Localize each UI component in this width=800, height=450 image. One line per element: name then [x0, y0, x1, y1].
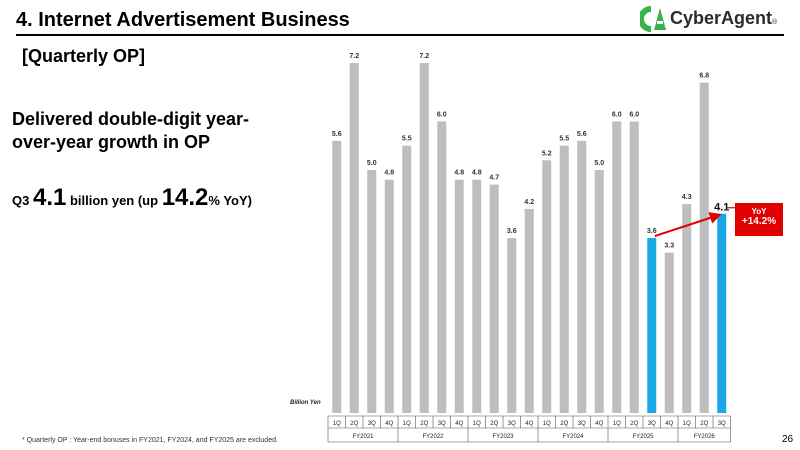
quarter-tick-label: 2Q	[420, 421, 428, 427]
y-axis-unit-label: Billion Yen	[290, 400, 321, 406]
bar-value-label: 6.0	[437, 111, 447, 118]
quarter-tick-label: 1Q	[613, 421, 621, 427]
quarter-tick-label: 3Q	[368, 421, 376, 427]
headline: Delivered double-digit year-over-year gr…	[12, 109, 250, 152]
page-title: 4. Internet Advertisement Business	[16, 9, 350, 31]
quarter-tick-label: 2Q	[490, 421, 498, 427]
fiscal-year-label: FY2024	[562, 434, 584, 440]
quarter-tick-label: 1Q	[403, 421, 411, 427]
bar-value-label: 6.8	[699, 73, 709, 80]
quarter-tick-label: 1Q	[543, 421, 551, 427]
logo-mark-icon	[640, 6, 666, 32]
bar	[454, 179, 464, 413]
q3-growth-pct: 14.2	[161, 184, 209, 211]
quarter-tick-label: 4Q	[665, 421, 673, 427]
bar	[682, 204, 692, 413]
quarter-tick-label: 4Q	[525, 421, 533, 427]
title-divider	[16, 34, 784, 36]
quarter-tick-label: 3Q	[438, 421, 446, 427]
quarter-tick-label: 1Q	[333, 421, 341, 427]
bar	[349, 63, 359, 414]
quarter-tick-label: 3Q	[578, 421, 586, 427]
q3-summary: Q3 4.1 billion yen (up 14.2% YoY)	[12, 184, 252, 212]
q3-mid-text: billion yen (up	[66, 193, 162, 208]
quarter-tick-label: 1Q	[683, 421, 691, 427]
bar-value-label: 5.6	[332, 131, 342, 138]
bar-value-label: 5.6	[577, 131, 587, 138]
bar-value-label: 4.3	[682, 194, 692, 201]
section-label: [Quarterly OP]	[22, 46, 146, 66]
bar-value-label: 7.2	[419, 53, 429, 60]
bar-value-label: 4.8	[384, 170, 394, 177]
fiscal-year-label: FY2021	[352, 434, 374, 440]
bar	[419, 63, 429, 414]
bar	[524, 208, 534, 413]
page-number: 26	[782, 434, 794, 445]
q3-suffix: % YoY)	[208, 193, 252, 208]
bar-value-label: 4.1	[714, 202, 729, 214]
yoy-arrow	[654, 212, 722, 237]
fiscal-year-label: FY2026	[694, 434, 716, 440]
bar	[332, 140, 342, 413]
footnote: * Quarterly OP : Year-end bonuses in FY2…	[22, 437, 278, 444]
q3-value: 4.1	[32, 184, 67, 211]
bar-value-label: 4.8	[472, 170, 482, 177]
fiscal-year-label: FY2022	[422, 434, 444, 440]
bar-value-label: 3.3	[664, 243, 674, 250]
bar	[612, 121, 622, 414]
bar-value-label: 5.0	[594, 160, 604, 167]
company-logo: CyberAgent®	[640, 5, 785, 33]
quarter-tick-label: 3Q	[718, 421, 726, 427]
bar	[717, 213, 727, 413]
bar	[437, 121, 447, 414]
bar	[594, 170, 604, 413]
quarter-tick-label: 4Q	[385, 421, 393, 427]
bar	[542, 160, 552, 413]
quarter-tick-label: 4Q	[455, 421, 463, 427]
yoy-callout-label: YoY	[751, 207, 767, 216]
bar	[629, 121, 639, 414]
bar	[664, 252, 674, 413]
bar	[559, 145, 569, 413]
bar-value-label: 6.0	[629, 111, 639, 118]
bar	[699, 82, 709, 414]
bar-value-label: 6.0	[612, 111, 622, 118]
quarter-tick-label: 2Q	[630, 421, 638, 427]
yoy-callout-value: +14.2%	[741, 216, 777, 227]
bar-value-label: 7.2	[349, 53, 359, 60]
bar-value-label: 3.6	[647, 228, 657, 235]
bar-value-label: 5.0	[367, 160, 377, 167]
quarter-tick-label: 3Q	[648, 421, 656, 427]
quarter-tick-label: 2Q	[560, 421, 568, 427]
bar-value-label: 3.6	[507, 228, 517, 235]
logo-registered-mark: ®	[772, 19, 778, 26]
q3-prefix: Q3	[12, 193, 33, 208]
bar-value-label: 5.2	[542, 150, 552, 157]
bar	[577, 140, 587, 413]
bar	[367, 170, 377, 413]
bar	[507, 238, 517, 413]
bar-value-label: 4.2	[524, 199, 534, 206]
bar	[402, 145, 412, 413]
quarter-tick-label: 3Q	[508, 421, 516, 427]
fiscal-year-label: FY2025	[632, 434, 654, 440]
logo-text: CyberAgent®	[670, 8, 778, 28]
bar	[647, 238, 657, 413]
fiscal-year-label: FY2023	[492, 434, 514, 440]
quarter-tick-label: 2Q	[700, 421, 708, 427]
bar-value-label: 5.5	[402, 136, 412, 143]
bar-value-label: 4.7	[489, 175, 499, 182]
bar	[489, 184, 499, 413]
yoy-callout: YoY +14.2%	[735, 203, 783, 236]
bar-value-label: 5.5	[559, 136, 569, 143]
bar	[472, 179, 482, 413]
quarter-tick-label: 1Q	[473, 421, 481, 427]
bar-value-label: 4.8	[454, 170, 464, 177]
quarter-tick-label: 2Q	[350, 421, 358, 427]
quarter-tick-label: 4Q	[595, 421, 603, 427]
bar	[384, 179, 394, 413]
